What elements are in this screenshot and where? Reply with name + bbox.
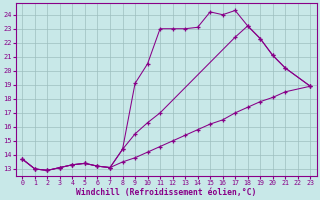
X-axis label: Windchill (Refroidissement éolien,°C): Windchill (Refroidissement éolien,°C) bbox=[76, 188, 257, 197]
